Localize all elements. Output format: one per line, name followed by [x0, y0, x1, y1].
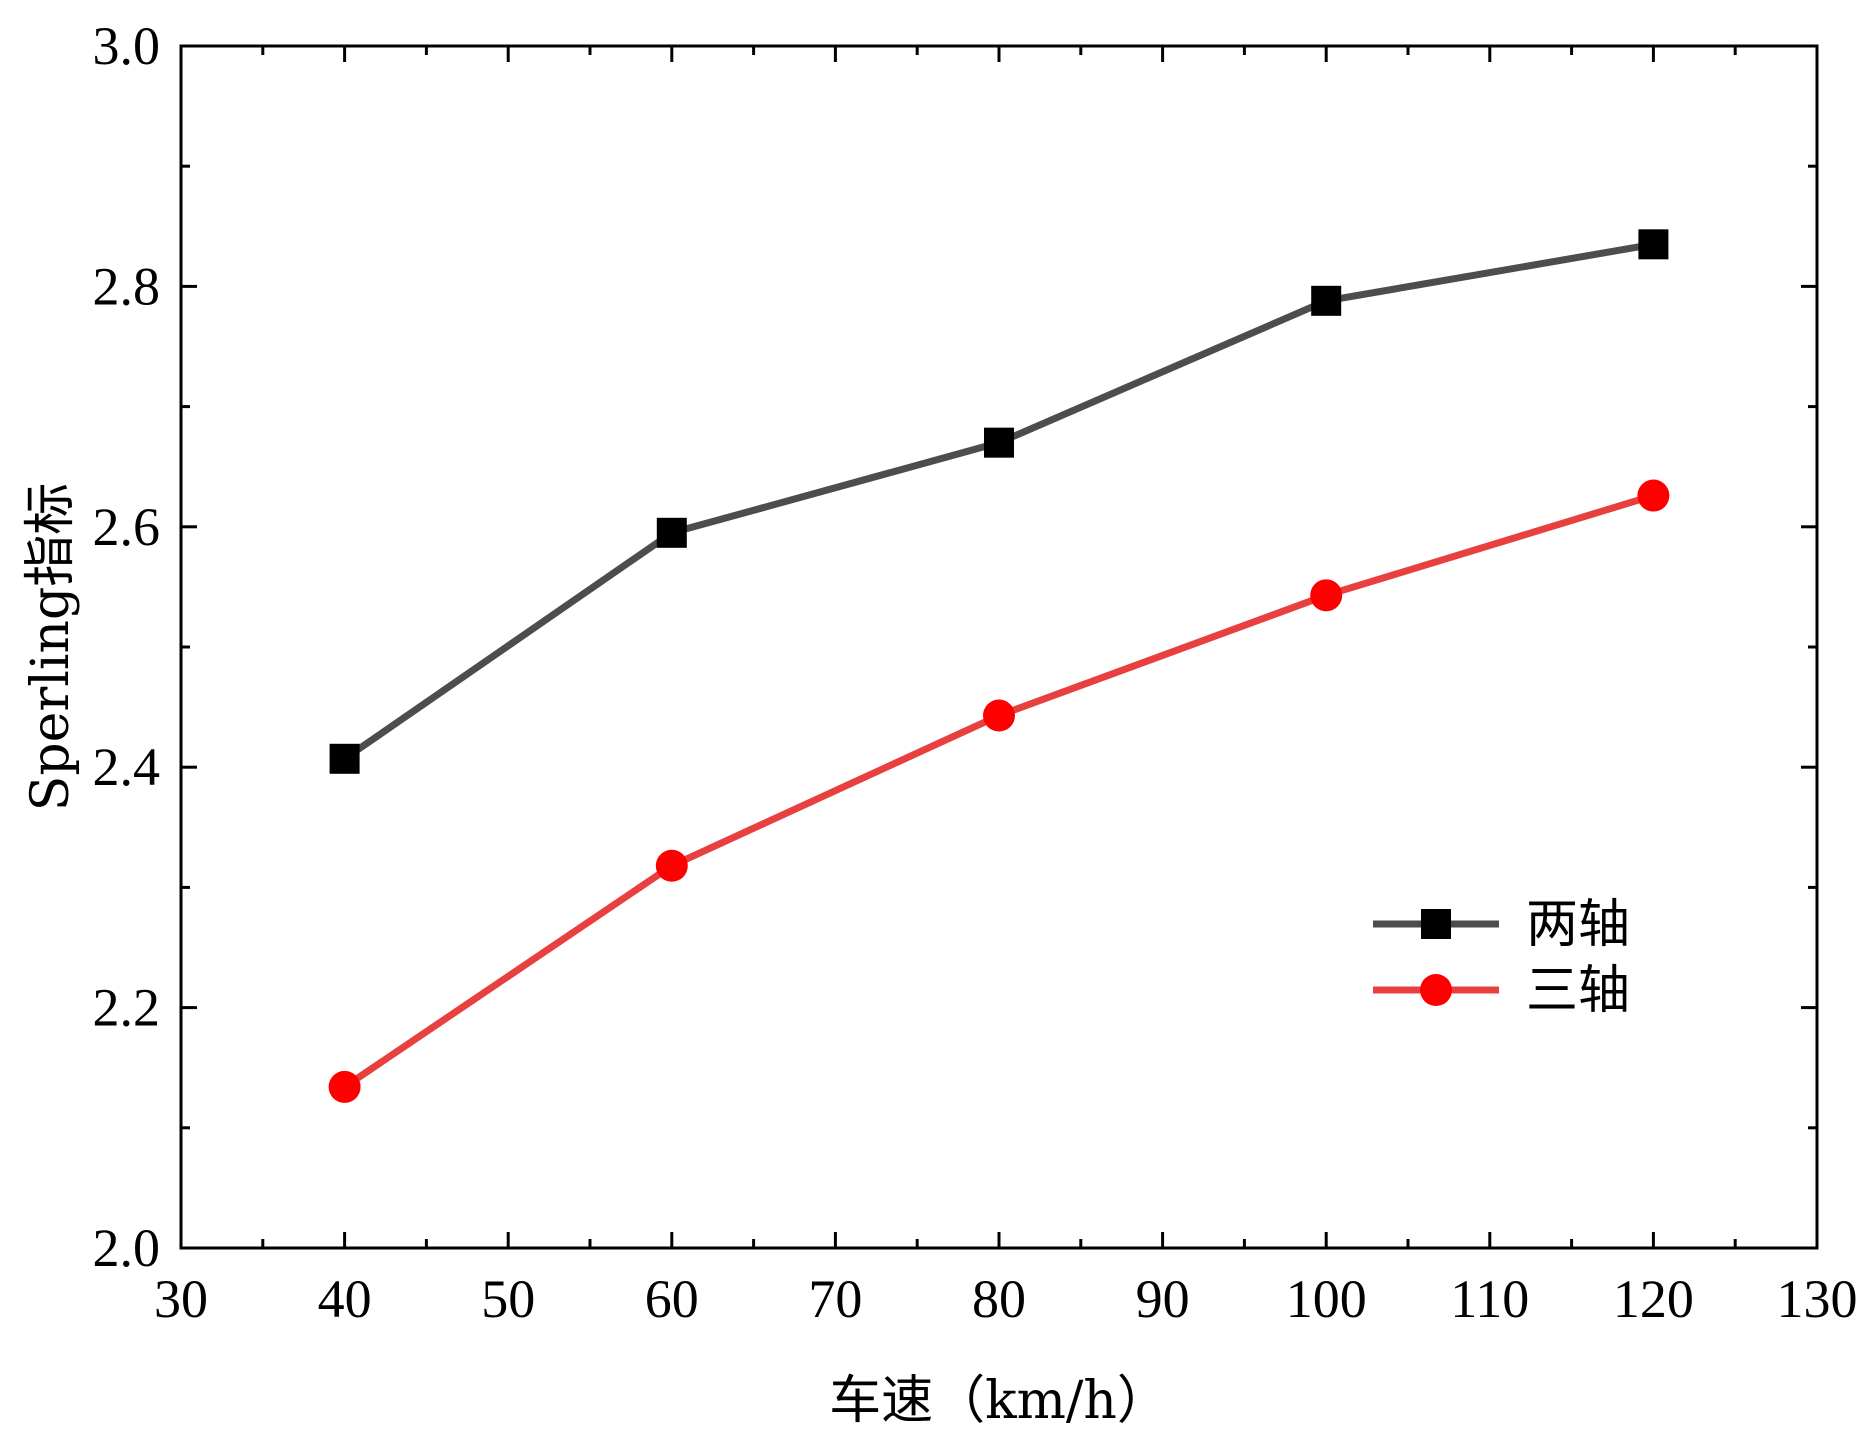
series-line-1	[342, 240, 1654, 762]
x-tick-label: 90	[1136, 1269, 1190, 1329]
axis-ticks: 30 40 50 60 70 80 90 100 110 120 130 2.0 2.2 2.4 2.6 2.…	[93, 16, 1858, 1329]
x-tick-label: 100	[1286, 1269, 1367, 1329]
data-point-2	[1310, 579, 1343, 612]
y-axis-title: Sperling指标	[21, 483, 81, 812]
legend-marker-1	[1421, 909, 1451, 939]
data-point-1	[984, 427, 1014, 458]
data-point-2	[983, 699, 1015, 732]
legend-marker-2	[1420, 974, 1452, 1006]
data-point-1	[329, 743, 360, 774]
y-tick-label: 2.2	[93, 978, 161, 1038]
x-tick-label: 70	[808, 1269, 862, 1329]
series-line-2	[342, 492, 1655, 1090]
x-tick-label: 80	[972, 1269, 1026, 1329]
data-point-1	[1311, 285, 1342, 316]
y-tick-label: 2.0	[93, 1218, 161, 1278]
x-tick-label: 50	[481, 1269, 535, 1329]
x-tick-label: 120	[1613, 1269, 1694, 1329]
data-point-2	[328, 1070, 361, 1103]
x-tick-label: 40	[318, 1269, 372, 1329]
series-layer	[328, 229, 1670, 1103]
x-tick-label: 130	[1777, 1269, 1858, 1329]
x-tick-label: 30	[154, 1269, 208, 1329]
y-tick-label: 2.8	[93, 256, 161, 316]
x-axis-title: 车速（km/h）	[829, 1371, 1169, 1431]
data-point-1	[656, 517, 687, 548]
y-tick-label: 3.0	[93, 16, 161, 76]
legend-label-2: 三轴	[1526, 961, 1630, 1021]
legend-label-1: 两轴	[1526, 895, 1630, 955]
y-tick-label: 2.6	[93, 497, 161, 557]
data-point-2	[1637, 479, 1670, 512]
data-point-1	[1638, 229, 1669, 260]
x-tick-label: 60	[645, 1269, 699, 1329]
data-point-2	[655, 849, 688, 882]
y-tick-label: 2.4	[93, 737, 161, 797]
x-tick-label: 110	[1450, 1269, 1529, 1329]
plot-frame	[179, 44, 1819, 1250]
